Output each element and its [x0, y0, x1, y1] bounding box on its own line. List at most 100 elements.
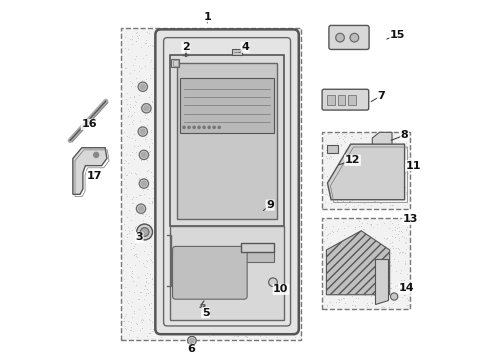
Point	[203, 131, 211, 137]
Point	[156, 321, 164, 327]
Point	[205, 140, 213, 146]
Point	[209, 332, 217, 338]
Point	[214, 73, 221, 79]
Point	[142, 53, 150, 58]
Point	[395, 224, 403, 230]
Point	[130, 131, 138, 137]
Point	[205, 129, 213, 134]
Point	[184, 115, 192, 121]
Point	[212, 80, 220, 86]
Point	[170, 201, 177, 207]
Point	[252, 124, 260, 130]
Point	[213, 234, 220, 240]
Point	[244, 281, 252, 287]
Point	[270, 271, 278, 276]
Point	[157, 170, 165, 176]
Point	[237, 261, 245, 267]
Point	[163, 255, 171, 261]
Point	[382, 135, 390, 140]
Point	[183, 172, 191, 178]
Point	[140, 211, 147, 217]
Point	[255, 185, 263, 191]
Point	[191, 172, 199, 178]
Point	[341, 162, 348, 167]
Point	[161, 258, 169, 264]
Point	[182, 236, 190, 242]
Point	[237, 156, 245, 161]
Point	[249, 235, 257, 241]
Point	[292, 43, 299, 49]
Point	[134, 126, 142, 132]
Point	[229, 195, 237, 201]
Point	[195, 213, 202, 219]
Point	[371, 286, 379, 292]
Point	[266, 29, 273, 35]
Point	[399, 140, 407, 146]
Point	[147, 136, 155, 142]
Point	[138, 230, 146, 236]
Point	[270, 165, 277, 171]
Point	[224, 115, 232, 121]
Point	[278, 65, 286, 71]
Point	[335, 186, 343, 192]
Point	[152, 283, 160, 288]
Point	[173, 127, 181, 132]
Point	[234, 84, 242, 90]
Point	[129, 245, 137, 251]
Point	[329, 250, 337, 256]
Point	[334, 247, 342, 253]
Point	[213, 109, 220, 115]
Polygon shape	[326, 231, 390, 295]
Point	[144, 280, 152, 286]
Point	[287, 154, 295, 159]
Point	[243, 198, 250, 203]
Point	[150, 89, 158, 95]
Point	[233, 72, 241, 77]
Point	[184, 330, 192, 336]
Point	[200, 257, 208, 263]
Point	[281, 286, 289, 292]
Point	[242, 333, 249, 339]
Point	[343, 186, 351, 192]
Point	[230, 144, 238, 149]
Point	[276, 177, 284, 183]
Point	[368, 301, 376, 306]
Text: 10: 10	[273, 284, 289, 294]
Point	[291, 320, 298, 326]
Point	[159, 209, 167, 215]
Point	[358, 234, 366, 240]
Point	[293, 299, 301, 305]
Point	[266, 158, 274, 164]
Point	[235, 278, 243, 284]
Point	[168, 232, 175, 238]
Point	[252, 152, 260, 158]
Point	[246, 111, 254, 116]
Point	[181, 219, 189, 225]
Point	[226, 229, 234, 235]
Point	[398, 135, 406, 141]
Point	[276, 159, 284, 165]
Point	[159, 73, 167, 79]
Point	[244, 29, 251, 35]
Point	[227, 210, 235, 215]
Text: 8: 8	[401, 130, 409, 140]
Point	[290, 274, 297, 280]
Point	[137, 230, 145, 235]
Point	[233, 333, 241, 339]
Point	[149, 179, 157, 185]
Point	[218, 191, 226, 197]
Point	[238, 95, 246, 100]
Point	[281, 158, 289, 164]
Point	[395, 175, 403, 181]
Point	[284, 239, 292, 244]
Point	[151, 114, 159, 120]
Point	[350, 195, 358, 201]
Point	[159, 81, 167, 87]
Circle shape	[391, 293, 398, 300]
Point	[139, 217, 147, 222]
Point	[256, 134, 264, 140]
Point	[266, 95, 274, 101]
Point	[364, 160, 371, 166]
Point	[230, 57, 238, 63]
Point	[188, 284, 196, 289]
